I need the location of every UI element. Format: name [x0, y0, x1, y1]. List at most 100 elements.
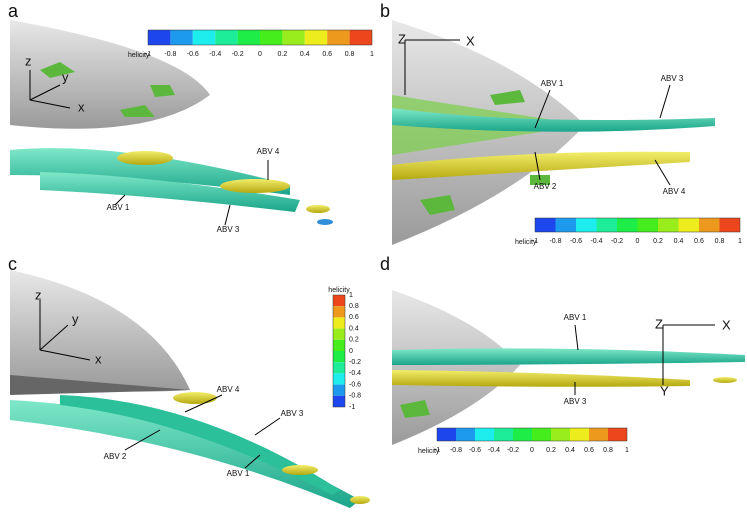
colorbar-segment	[333, 362, 345, 373]
annotation: ABV 3	[217, 225, 240, 234]
vortex	[306, 205, 330, 213]
annotation: ABV 4	[663, 187, 686, 196]
colorbar-segment	[193, 30, 215, 45]
colorbar-segment	[532, 428, 551, 441]
axis-label: x	[95, 351, 102, 366]
axis-label: y	[72, 311, 79, 326]
annotation: ABV 3	[661, 74, 684, 83]
annotation: ABV 1	[541, 79, 564, 88]
colorbar-tick-label: 0.8	[349, 303, 359, 310]
colorbar-tick-label: 0.6	[322, 51, 332, 58]
colorbar-tick-label: -0.2	[507, 447, 519, 454]
axis-label: x	[78, 99, 85, 114]
vortex	[10, 400, 360, 508]
colorbar-title: helicity	[328, 287, 350, 294]
panel-c	[10, 270, 370, 508]
annotation: ABV 3	[281, 409, 304, 418]
panel-b	[392, 20, 715, 245]
colorbar-tick-label: 0.8	[715, 238, 725, 245]
axis-label: y	[62, 69, 69, 84]
colorbar-tick-label: -0.6	[349, 381, 361, 388]
annotation: ABV 1	[564, 313, 587, 322]
colorbar-segment	[638, 218, 659, 232]
panel-label: a	[8, 1, 19, 21]
vortex	[117, 151, 173, 165]
colorbar-tick-label: 0	[530, 447, 534, 454]
colorbar-tick-label: -0.2	[611, 238, 623, 245]
colorbar-tick-label: 0.2	[653, 238, 663, 245]
colorbar-tick-label: 0	[349, 348, 353, 355]
colorbar-tick-label: -0.2	[349, 359, 361, 366]
colorbar-segment	[238, 30, 260, 45]
vortex	[173, 392, 217, 404]
colorbar-tick-label: 1	[625, 447, 629, 454]
colorbar-tick-label: 1	[370, 51, 374, 58]
annotation: ABV 4	[217, 385, 240, 394]
colorbar-segment	[437, 428, 456, 441]
colorbar-tick-label: -0.8	[164, 51, 176, 58]
vortex	[350, 496, 370, 504]
colorbar-segment	[333, 329, 345, 340]
colorbar-segment	[333, 340, 345, 351]
colorbar-tick-label: 0.4	[349, 325, 359, 332]
colorbar-segment	[608, 428, 627, 441]
colorbar-segment	[494, 428, 513, 441]
body	[392, 290, 520, 445]
axis-label: Z	[398, 31, 406, 46]
colorbar-tick-label: 0.4	[674, 238, 684, 245]
axis-label: X	[722, 317, 731, 332]
annotation: ABV 1	[107, 203, 130, 212]
colorbar-tick-label: 0.2	[278, 51, 288, 58]
colorbar-segment	[327, 30, 349, 45]
axis-label: Y	[660, 383, 669, 398]
axis-label: Z	[655, 316, 663, 331]
colorbar-segment	[513, 428, 532, 441]
vortex	[220, 179, 290, 193]
vortex	[713, 377, 737, 383]
colorbar-tick-label: -0.6	[469, 447, 481, 454]
colorbar-segment	[305, 30, 327, 45]
colorbar-segment	[333, 317, 345, 328]
colorbar-tick-label: 1	[349, 292, 353, 299]
colorbar-tick-label: 0.8	[603, 447, 613, 454]
colorbar-tick-label: 0.2	[546, 447, 556, 454]
colorbar-tick-label: 0.8	[345, 51, 355, 58]
colorbar-tick-label: 0.6	[694, 238, 704, 245]
colorbar-tick-label: -0.4	[349, 370, 361, 377]
colorbar-segment	[699, 218, 720, 232]
colorbar-segment	[589, 428, 608, 441]
colorbar-tick-label: -0.6	[187, 51, 199, 58]
colorbar-tick-label: -0.2	[232, 51, 244, 58]
colorbar-segment	[679, 218, 700, 232]
axis-label: z	[25, 53, 32, 68]
figure: azyxABV 4ABV 1ABV 3helicity-1-0.8-0.6-0.…	[0, 0, 747, 523]
annotation: ABV 2	[104, 452, 127, 461]
vortex	[392, 370, 690, 387]
colorbar-tick-label: -1	[434, 447, 440, 454]
colorbar-tick-label: 0	[258, 51, 262, 58]
colorbar-tick-label: 0.2	[349, 337, 359, 344]
annotation: ABV 1	[227, 469, 250, 478]
vortex	[317, 219, 333, 225]
colorbar-tick-label: -0.4	[488, 447, 500, 454]
colorbar-segment	[350, 30, 372, 45]
colorbar-tick-label: -1	[349, 404, 355, 411]
colorbar-tick-label: 0.6	[349, 314, 359, 321]
colorbar-tick-label: 0.4	[300, 51, 310, 58]
colorbar-tick-label: -0.4	[209, 51, 221, 58]
colorbar-segment	[282, 30, 304, 45]
colorbar-tick-label: 0.6	[584, 447, 594, 454]
colorbar-segment	[535, 218, 556, 232]
colorbar-segment	[215, 30, 237, 45]
colorbar-segment	[556, 218, 577, 232]
colorbar-segment	[597, 218, 618, 232]
colorbar-segment	[333, 306, 345, 317]
axis-label: X	[466, 33, 475, 48]
colorbar-segment	[617, 218, 638, 232]
colorbar-segment	[333, 373, 345, 384]
colorbar-tick-label: 1	[738, 238, 742, 245]
colorbar-tick-label: -0.8	[450, 447, 462, 454]
colorbar-tick-label: -0.4	[590, 238, 602, 245]
colorbar-segment	[333, 295, 345, 306]
vortex	[282, 465, 318, 475]
